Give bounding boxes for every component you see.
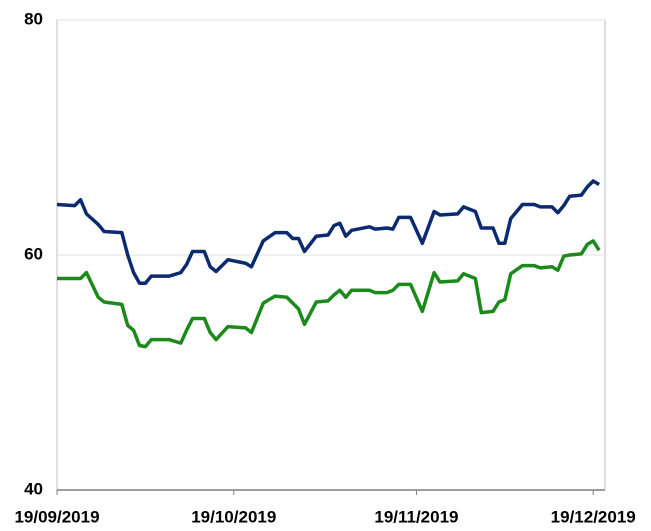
y-tick-label: 80 bbox=[24, 9, 43, 28]
x-tick-label: 19/12/2019 bbox=[551, 507, 636, 526]
y-tick-label: 60 bbox=[24, 244, 43, 263]
x-tick-label: 19/09/2019 bbox=[14, 507, 99, 526]
x-tick-label: 19/10/2019 bbox=[191, 507, 276, 526]
y-tick-label: 40 bbox=[24, 479, 43, 498]
series-line bbox=[56, 179, 601, 285]
x-tick-label: 19/11/2019 bbox=[374, 507, 458, 526]
series-line bbox=[57, 239, 601, 349]
